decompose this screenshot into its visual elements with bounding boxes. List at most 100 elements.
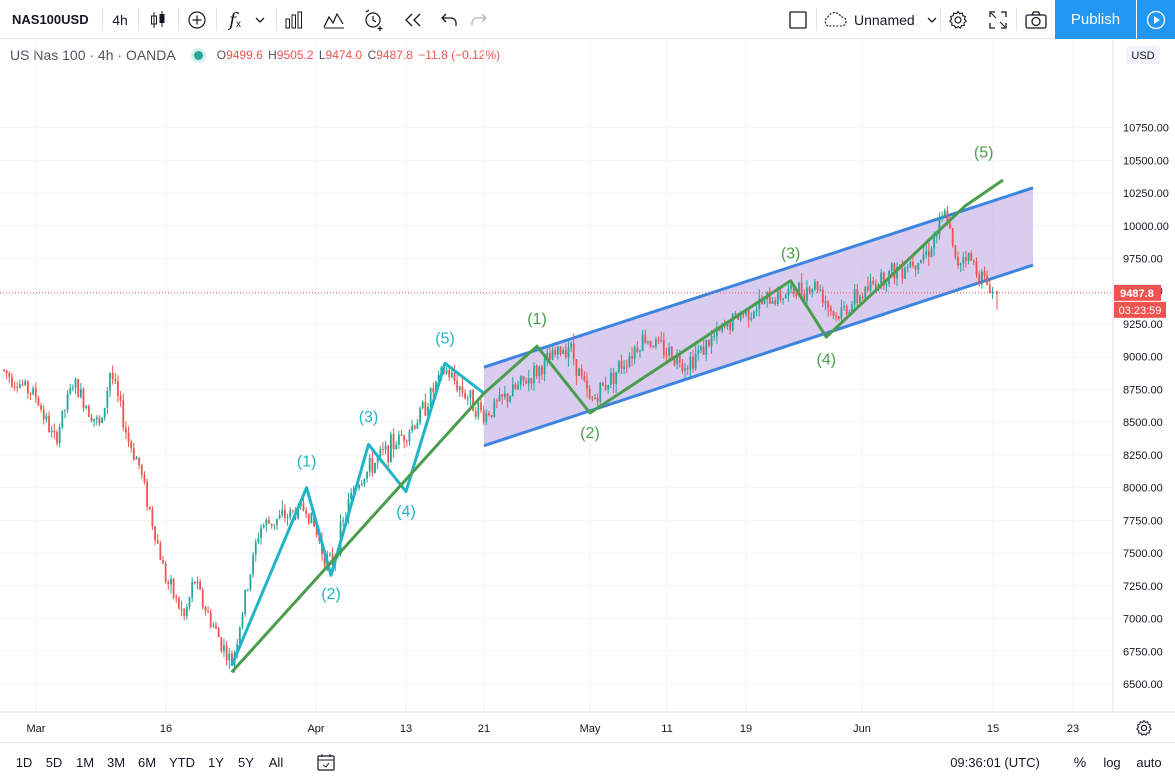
- candle-body: [24, 381, 27, 385]
- undo-button[interactable]: [436, 0, 462, 39]
- market-status-icon[interactable]: [193, 50, 203, 60]
- channel-wave-line[interactable]: [483, 178, 1004, 415]
- settings-button[interactable]: [944, 0, 972, 39]
- candle-body: [294, 510, 297, 519]
- impulse-wave-label[interactable]: (4): [396, 503, 416, 520]
- snapshot-button[interactable]: [1020, 0, 1052, 39]
- candle-body: [996, 291, 998, 294]
- candle-body: [435, 381, 437, 393]
- fullscreen-button[interactable]: [984, 0, 1012, 39]
- axis-settings-gear-icon[interactable]: [1136, 719, 1152, 736]
- price-tick-label: 8250.00: [1123, 450, 1163, 462]
- candle-body: [943, 210, 946, 217]
- range-5y[interactable]: 5Y: [238, 754, 254, 770]
- compare-button[interactable]: [180, 0, 214, 39]
- log-scale-toggle[interactable]: log: [1103, 754, 1121, 770]
- candle-body: [474, 411, 477, 417]
- price-tick-label: 9000.00: [1123, 352, 1163, 364]
- candle-body: [509, 396, 512, 402]
- channel-wave-label[interactable]: (4): [817, 352, 837, 369]
- candle-body: [572, 343, 575, 360]
- candle-body: [90, 416, 93, 422]
- candle-body: [278, 515, 281, 519]
- candle-body: [50, 430, 53, 433]
- candle-body: [954, 245, 957, 258]
- fullscreen-layout-button[interactable]: [784, 0, 812, 39]
- financials-button[interactable]: [280, 0, 308, 39]
- range-6m[interactable]: 6M: [137, 754, 157, 770]
- candle-body: [808, 287, 811, 293]
- range-ytd[interactable]: YTD: [169, 754, 195, 770]
- candle-body: [583, 375, 586, 381]
- range-1y[interactable]: 1Y: [208, 754, 224, 770]
- candle-body: [207, 611, 209, 613]
- candle-body: [469, 390, 472, 399]
- candle-body: [578, 368, 580, 376]
- trend-line[interactable]: [230, 392, 486, 674]
- interval-button[interactable]: 4h: [112, 11, 128, 28]
- candle-body: [938, 217, 941, 235]
- channel-upper-line[interactable]: [483, 186, 1034, 369]
- candle-body: [697, 350, 700, 354]
- range-1m[interactable]: 1M: [75, 754, 95, 770]
- impulse-wave-line[interactable]: [230, 361, 485, 667]
- candle-body: [580, 368, 583, 376]
- candle-body: [26, 381, 29, 393]
- candle-body: [310, 512, 313, 524]
- impulse-wave-label[interactable]: (3): [359, 409, 379, 426]
- publish-menu-button[interactable]: [1137, 0, 1175, 39]
- last-price-badge[interactable]: [1114, 284, 1161, 301]
- alert-button[interactable]: [358, 0, 390, 39]
- range-3m[interactable]: 3M: [106, 754, 126, 770]
- currency-badge[interactable]: [1126, 46, 1160, 64]
- replay-button[interactable]: [398, 0, 428, 39]
- candle-body: [803, 293, 806, 302]
- channel-wave-label[interactable]: (2): [580, 425, 600, 442]
- candle-body: [503, 393, 506, 397]
- candle-body: [358, 485, 360, 489]
- impulse-wave-label[interactable]: (1): [297, 454, 317, 471]
- clock-timezone[interactable]: 09:36:01 (UTC): [950, 754, 1040, 770]
- channel-wave-label[interactable]: (3): [781, 246, 801, 263]
- series-title[interactable]: US Nas 100 · 4h · OANDA: [10, 47, 176, 63]
- channel-lower-line[interactable]: [483, 263, 1034, 448]
- candle-body: [307, 513, 310, 524]
- auto-scale-toggle[interactable]: auto: [1136, 754, 1162, 770]
- chart-type-button[interactable]: [142, 0, 174, 39]
- candle-body: [313, 512, 315, 527]
- percent-scale-toggle[interactable]: %: [1073, 754, 1087, 770]
- candle-body: [641, 334, 644, 351]
- undo-icon: [441, 13, 457, 26]
- candle-body: [193, 581, 196, 584]
- compare-symbols-button[interactable]: [318, 0, 350, 39]
- candle-body: [519, 376, 522, 385]
- range-5d[interactable]: 5D: [45, 754, 63, 770]
- goto-date-button[interactable]: [308, 743, 344, 781]
- candle-body: [148, 506, 151, 509]
- publish-button[interactable]: Publish: [1055, 0, 1136, 39]
- candle-body: [851, 304, 853, 313]
- candle-body: [106, 390, 109, 408]
- impulse-wave-label[interactable]: (5): [435, 331, 455, 348]
- channel-wave-label[interactable]: (5): [974, 145, 994, 162]
- candle-body: [257, 537, 260, 543]
- channel-fill[interactable]: [484, 187, 1033, 446]
- range-1d[interactable]: 1D: [15, 754, 33, 770]
- candle-body: [821, 289, 824, 304]
- candle-body: [657, 339, 660, 341]
- layout-name-button[interactable]: Unnamed: [822, 0, 940, 39]
- channel-wave-label[interactable]: (1): [527, 311, 547, 328]
- candle-body: [967, 253, 970, 261]
- candle-body: [480, 402, 482, 411]
- impulse-wave-label[interactable]: (2): [321, 586, 341, 603]
- candle-body: [848, 312, 851, 314]
- redo-button[interactable]: [466, 0, 492, 39]
- symbol-search-button[interactable]: NAS100USD: [12, 12, 89, 27]
- candle-body: [445, 369, 448, 374]
- range-all[interactable]: All: [268, 754, 284, 770]
- price-tick-label: 10250.00: [1123, 188, 1169, 200]
- candle-body: [718, 327, 721, 331]
- candle-body: [914, 265, 917, 270]
